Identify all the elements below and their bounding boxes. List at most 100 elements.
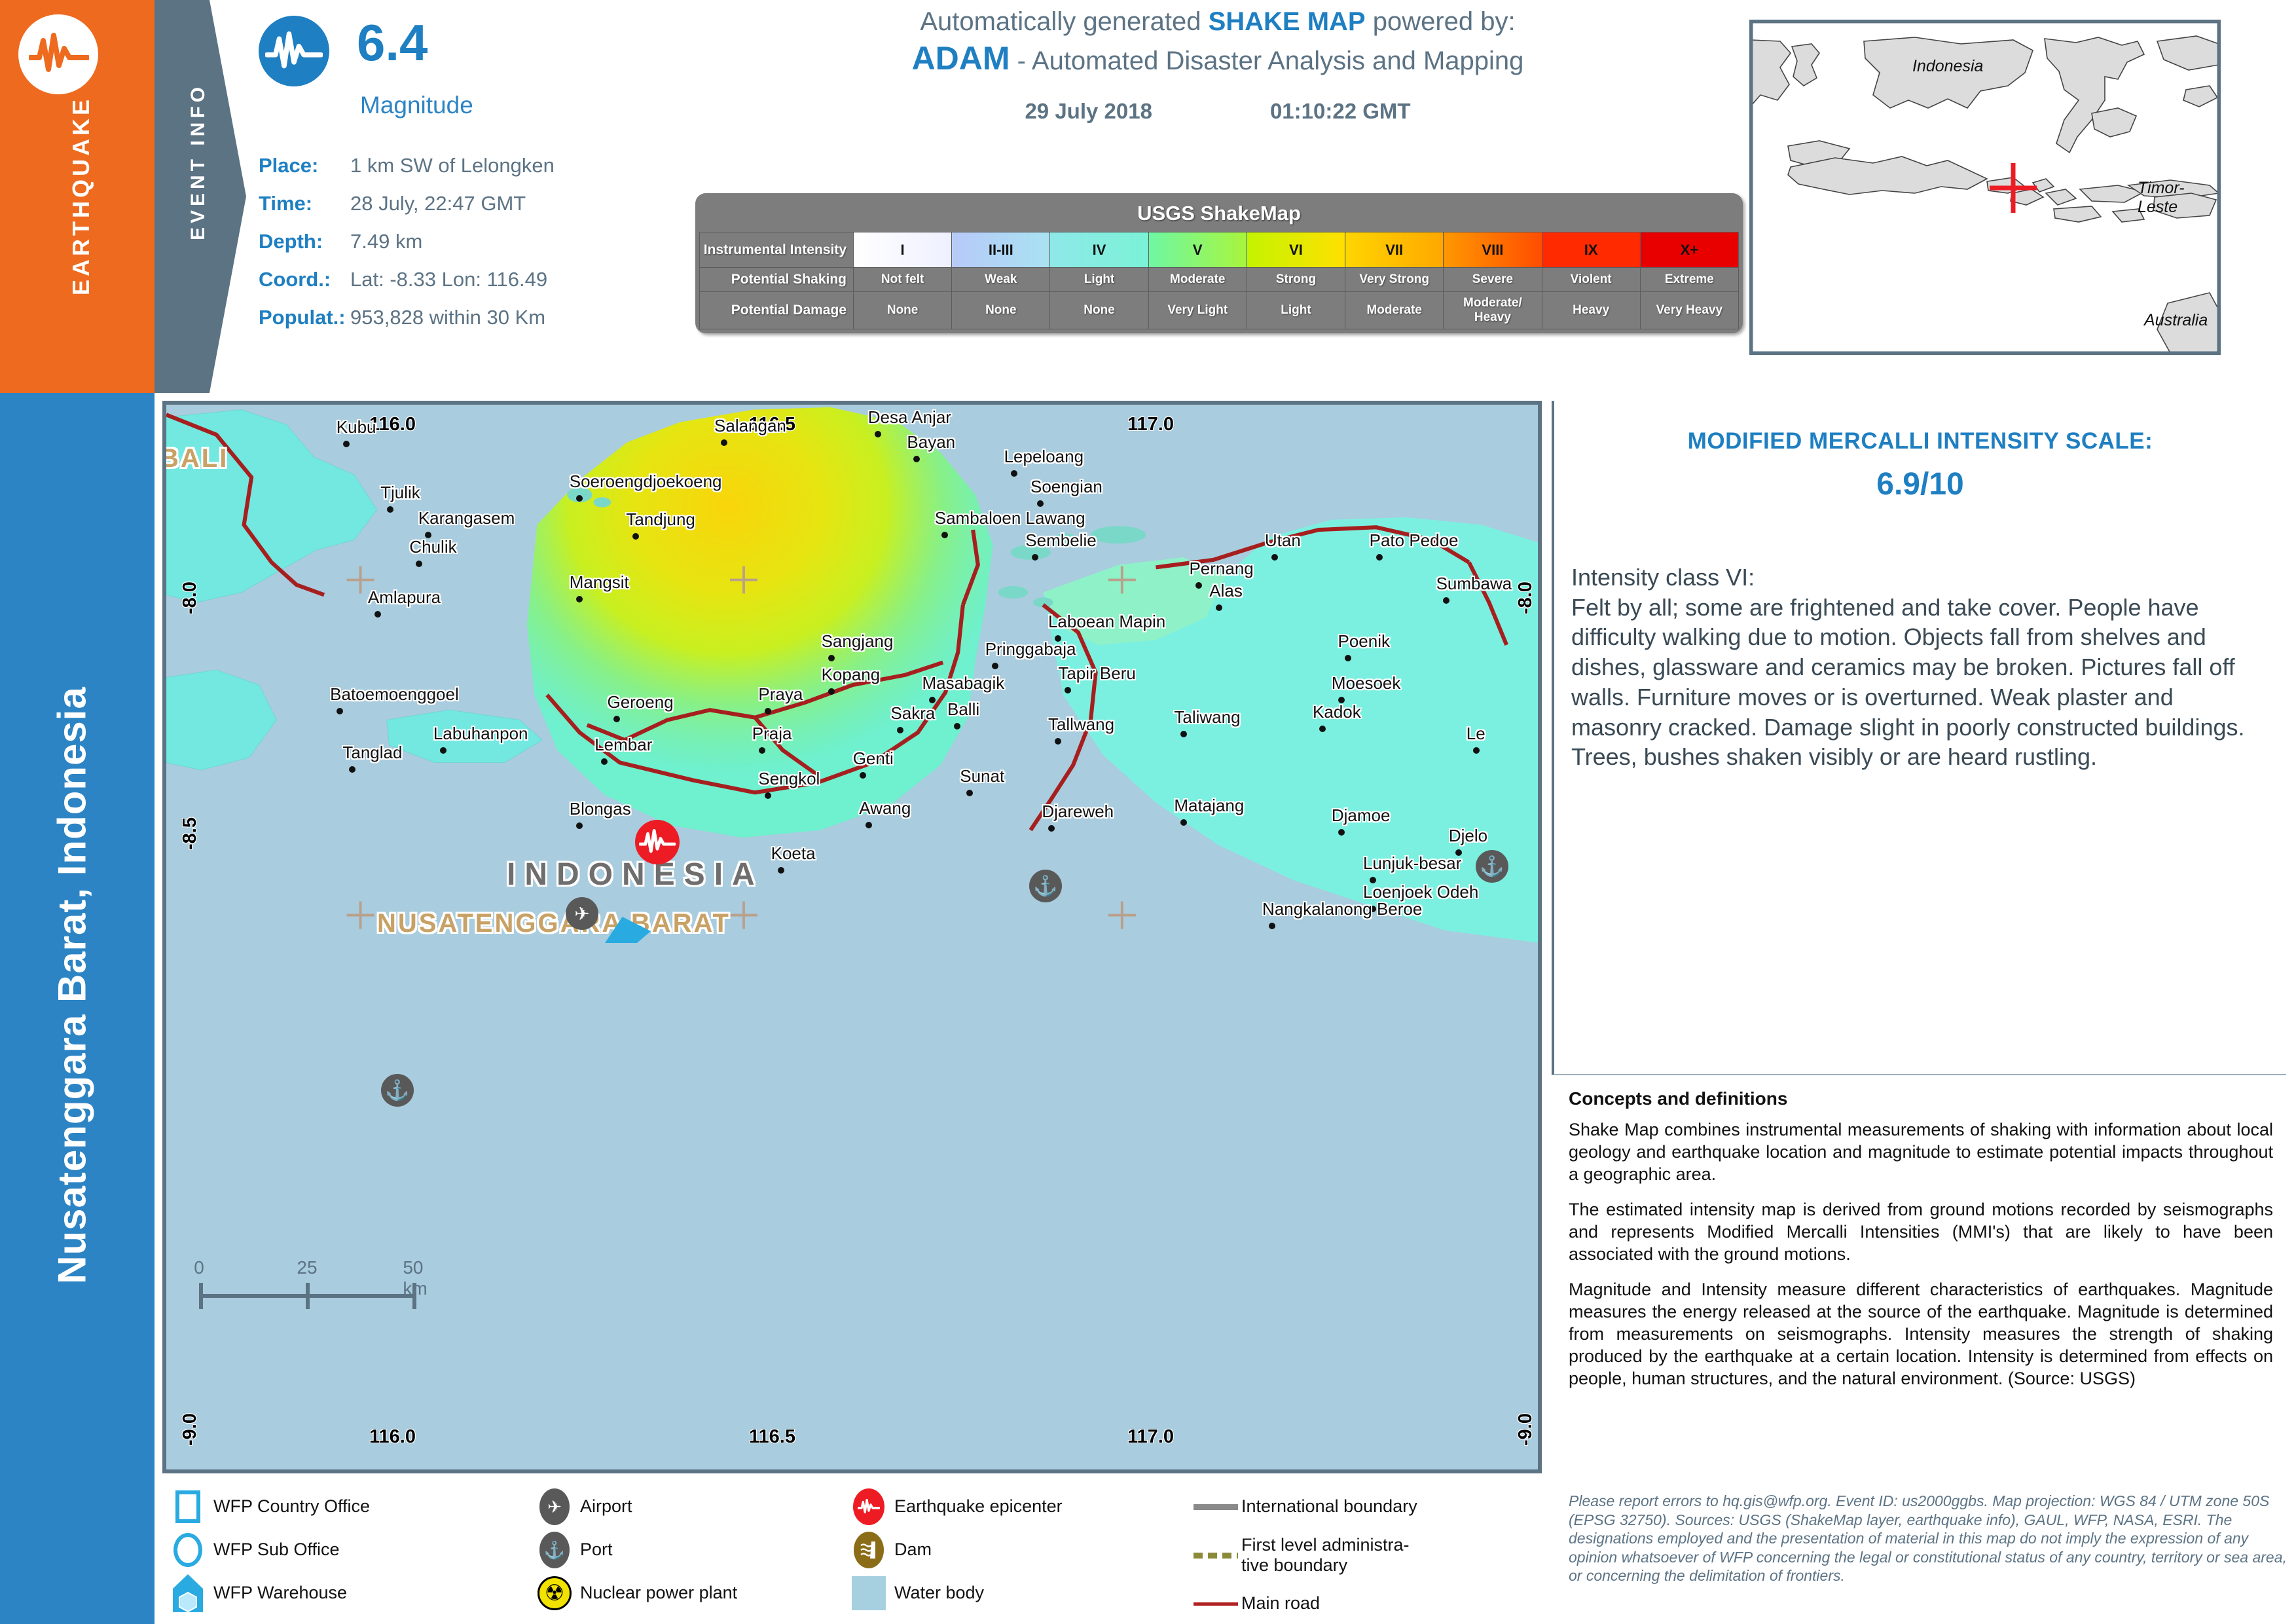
usgs-shaking-8: Violent bbox=[1541, 267, 1641, 292]
map-place-dot bbox=[374, 611, 381, 618]
port-icon-sumbawa[interactable]: ⚓ bbox=[1476, 850, 1508, 883]
map-place-dot bbox=[758, 747, 765, 754]
event-row-population: Populat.: 953,828 within 30 Km bbox=[259, 306, 684, 329]
map-place-dot bbox=[874, 430, 881, 437]
usgs-damage-6: Moderate bbox=[1345, 291, 1444, 329]
map-lat-tick-8-5-left: -8.5 bbox=[179, 817, 200, 850]
scale-label-0: 0 bbox=[194, 1257, 204, 1278]
map-place-label: Taliwang bbox=[1174, 707, 1241, 727]
map-place-dot bbox=[424, 531, 431, 538]
map-place-label: Djelo bbox=[1448, 825, 1488, 845]
port-icon-east-lombok[interactable]: ⚓ bbox=[1029, 870, 1062, 902]
header-time: 01:10:22 GMT bbox=[1269, 98, 1411, 123]
legend-column-lines: International boundary First level admin… bbox=[1190, 1485, 1544, 1624]
map-place-dot bbox=[1271, 554, 1278, 561]
usgs-damage-3: None bbox=[1049, 291, 1149, 329]
square-outline-icon bbox=[162, 1490, 213, 1523]
map-place-dot bbox=[1369, 906, 1376, 913]
event-value-depth: 7.49 km bbox=[350, 230, 423, 253]
usgs-intensity-8: IX bbox=[1541, 232, 1641, 268]
map-place-label: Sangjang bbox=[821, 631, 894, 652]
usgs-damage-8: Heavy bbox=[1541, 291, 1641, 329]
map-place-label: Genti bbox=[852, 748, 894, 769]
usgs-shaking-5: Strong bbox=[1246, 267, 1346, 292]
usgs-intensity-6: VII bbox=[1345, 232, 1444, 268]
event-info-chevron: EVENT INFO bbox=[155, 0, 246, 393]
event-row-coord: Coord.: Lat: -8.33 Lon: 116.49 bbox=[259, 268, 684, 291]
map-country-label: INDONESIA bbox=[507, 857, 764, 892]
magnitude-value: 6.4 bbox=[357, 14, 428, 71]
location-inset-map[interactable]: Indonesia Timor-Leste Australia bbox=[1749, 20, 2221, 355]
map-place-dot bbox=[1338, 696, 1345, 703]
map-place-dot bbox=[416, 561, 423, 568]
usgs-shakemap-legend: USGS ShakeMap Instrumental Intensity I I… bbox=[695, 193, 1743, 333]
magnitude-caption: Magnitude bbox=[360, 92, 473, 119]
legend-item-international-boundary: International boundary bbox=[1190, 1485, 1544, 1528]
map-place-label: Sakra bbox=[890, 703, 936, 724]
map-place-label: Soeroengdjoekoeng bbox=[569, 471, 722, 491]
map-place-label: Laboean Mapin bbox=[1048, 611, 1166, 631]
map-place-label: Djareweh bbox=[1042, 802, 1114, 822]
map-place-label: Amlapura bbox=[367, 587, 441, 608]
map-place-dot bbox=[1048, 825, 1055, 832]
event-row-depth: Depth: 7.49 km bbox=[259, 230, 684, 253]
event-value-population: 953,828 within 30 Km bbox=[350, 306, 546, 329]
legend-item-main-road: Main road bbox=[1190, 1582, 1544, 1624]
legend-item-port: ⚓ Port bbox=[529, 1528, 869, 1572]
map-place-dot bbox=[601, 758, 608, 766]
legend-item-dam: Dam bbox=[843, 1528, 1190, 1572]
usgs-damage-7: Moderate/ Heavy bbox=[1443, 291, 1542, 329]
map-place-label: Blongas bbox=[569, 799, 631, 819]
map-place-dot bbox=[349, 766, 356, 773]
map-place-dot bbox=[1455, 849, 1462, 856]
port-icon-lembar[interactable]: ⚓ bbox=[381, 1074, 414, 1107]
legend-item-warehouse: WFP Warehouse bbox=[162, 1572, 529, 1615]
header-adam-bold: ADAM bbox=[911, 40, 1010, 77]
map-lat-tick-8-0-right: -8.0 bbox=[1515, 581, 1536, 614]
event-info-label: EVENT INFO bbox=[187, 83, 209, 241]
usgs-shaking-4: Moderate bbox=[1148, 267, 1247, 292]
map-place-label: Kopang bbox=[821, 664, 881, 684]
usgs-damage-2: None bbox=[951, 291, 1051, 329]
map-place-label: Chulik bbox=[409, 537, 457, 557]
legend-label-sub-office: WFP Sub Office bbox=[213, 1540, 340, 1560]
event-key-depth: Depth: bbox=[259, 230, 323, 253]
usgs-row-shaking: Potential Shaking Not felt Weak Light Mo… bbox=[699, 267, 1740, 292]
event-value-coord: Lat: -8.33 Lon: 116.49 bbox=[350, 268, 548, 291]
airport-icon-lombok[interactable]: ✈ bbox=[566, 897, 598, 930]
concepts-paragraph-3: Magnitude and Intensity measure differen… bbox=[1569, 1280, 2273, 1389]
header-line-2: ADAM - Automated Disaster Analysis and M… bbox=[694, 38, 1741, 79]
map-place-dot bbox=[954, 723, 960, 730]
map-place-label: Kadok bbox=[1313, 702, 1361, 722]
usgs-intensity-1: I bbox=[852, 232, 953, 268]
concepts-title: Concepts and definitions bbox=[1569, 1088, 1788, 1109]
map-place-dot bbox=[1195, 581, 1203, 589]
map-place-label: Bayan bbox=[907, 432, 956, 452]
map-place-dot bbox=[1376, 554, 1383, 561]
map-place-dot bbox=[828, 655, 835, 662]
map-scale-bar: 0 25 50 km bbox=[194, 1257, 428, 1310]
usgs-legend-table: Instrumental Intensity I II-III IV V VI … bbox=[699, 232, 1740, 329]
map-place-label: Masabagik bbox=[922, 673, 1005, 693]
event-key-coord: Coord.: bbox=[259, 268, 331, 291]
usgs-row-intensity: Instrumental Intensity I II-III IV V VI … bbox=[699, 232, 1740, 268]
usgs-damage-1: None bbox=[852, 291, 953, 329]
anchor-icon: ⚓ bbox=[529, 1532, 580, 1568]
map-place-label: Karangasem bbox=[418, 507, 515, 528]
header-shakemap-bold: SHAKE MAP bbox=[1208, 7, 1366, 36]
usgs-shaking-1: Not felt bbox=[852, 267, 953, 292]
mmi-panel: MODIFIED MERCALLI INTENSITY SCALE: 6.9/1… bbox=[1552, 401, 2286, 1075]
usgs-damage-4: Very Light bbox=[1148, 291, 1247, 329]
usgs-shaking-2: Weak bbox=[951, 267, 1051, 292]
map-place-dot bbox=[928, 696, 936, 703]
event-row-place: Place: 1 km SW of Lelongken bbox=[259, 154, 684, 177]
map-lat-tick-8-0-left: -8.0 bbox=[179, 581, 200, 614]
main-shakemap[interactable]: 116.0 116.5 117.0 116.0 116.5 117.0 -8.0… bbox=[162, 401, 1542, 1473]
map-place-label: Kubu bbox=[336, 417, 376, 437]
epicenter-marker[interactable] bbox=[635, 820, 680, 864]
usgs-legend-title: USGS ShakeMap bbox=[1137, 202, 1301, 225]
dashed-olive-line-icon bbox=[1190, 1552, 1241, 1559]
region-sidebar: Nusatenggara Barat, Indonesia WFP wfp.or… bbox=[0, 393, 155, 1624]
concepts-panel: Concepts and definitions Shake Map combi… bbox=[1552, 1088, 2286, 1481]
event-key-population: Populat.: bbox=[259, 306, 346, 329]
